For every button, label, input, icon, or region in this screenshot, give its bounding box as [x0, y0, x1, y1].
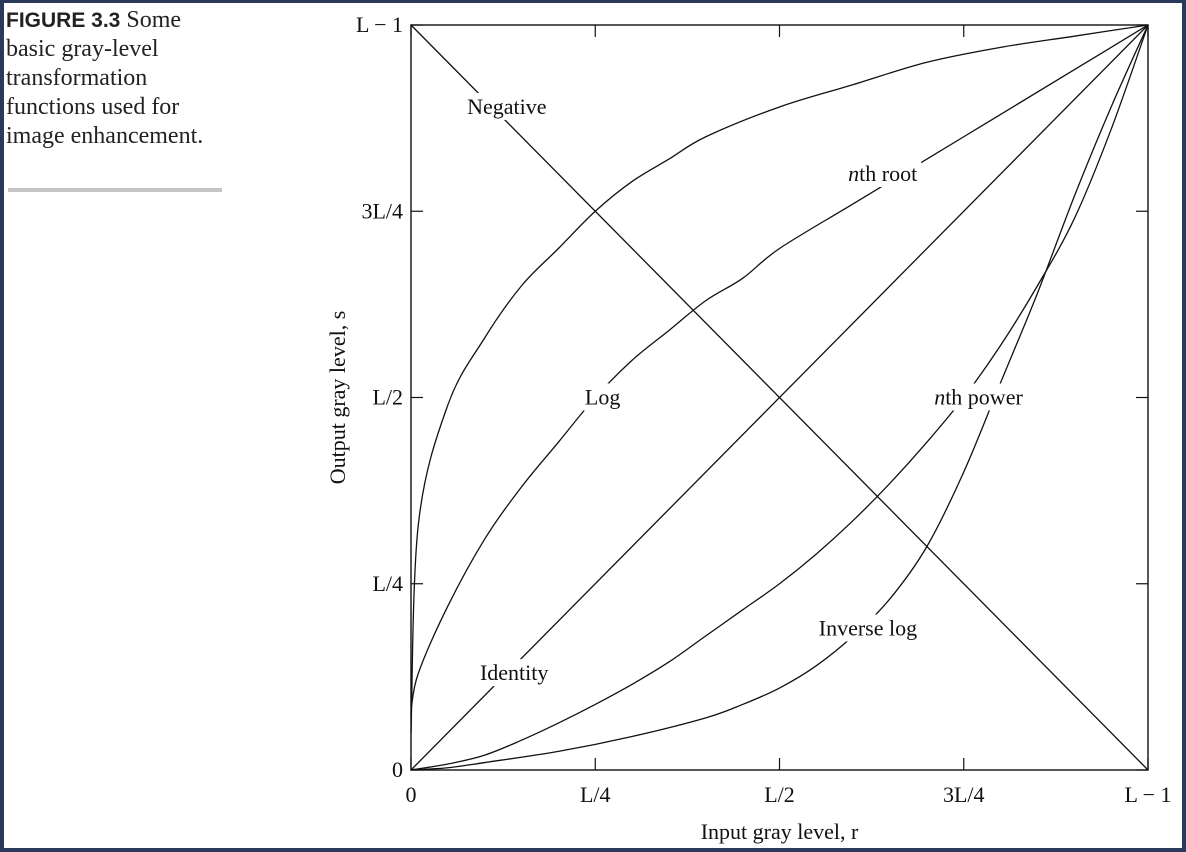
y-axis-title: Output gray level, s: [325, 311, 350, 485]
curve-label-nth-power-group: nth power: [930, 383, 1028, 411]
curve-label-log: Log: [585, 385, 620, 410]
curve-label-background: [930, 383, 1028, 411]
y-tick-label: L/2: [372, 385, 403, 410]
caption-text: Some basic gray-level transformation fun…: [6, 7, 204, 149]
y-tick-label: 0: [392, 757, 403, 782]
curve-label-nth-root-group: nth root: [844, 160, 922, 187]
figure-frame: [4, 3, 1182, 848]
curve-label-identity-group: Identity: [475, 659, 553, 687]
label-rest: th power: [945, 385, 1023, 410]
curve-label-negative-group: Negative: [463, 92, 551, 120]
x-tick-label: 3L/4: [943, 782, 985, 807]
curve-label-log-group: Log: [580, 383, 625, 411]
figure-caption: FIGURE 3.3 Some basic gray-level transfo…: [6, 6, 221, 151]
series-log: [410, 24, 1149, 733]
series-nth-power: [410, 24, 1149, 771]
caption-label: FIGURE 3.3: [6, 9, 121, 32]
curve-label-background: [463, 92, 551, 120]
curve-label-inverse-log: Inverse log: [819, 615, 917, 640]
italic-n: n: [934, 385, 945, 410]
label-rest: th root: [859, 161, 917, 186]
series-identity: [410, 24, 1149, 771]
curve-label-negative: Negative: [467, 94, 546, 119]
caption-divider: [8, 188, 222, 192]
italic-n: n: [848, 161, 859, 186]
curve-label-inverse-log-group: Inverse log: [814, 614, 922, 642]
series-nth-root: [410, 24, 1149, 711]
series-curves: [410, 24, 1149, 771]
y-tick-label: 3L/4: [361, 198, 403, 223]
y-tick-label: L − 1: [356, 12, 403, 37]
y-tick-label: L/4: [372, 571, 403, 596]
x-axis-title: Input gray level, r: [701, 819, 859, 844]
x-tick-label: L/4: [580, 782, 611, 807]
x-tick-label: L/2: [764, 782, 795, 807]
curve-label-nth-root: nth root: [848, 161, 917, 186]
curve-label-identity: Identity: [480, 660, 548, 685]
x-tick-label: L − 1: [1124, 782, 1171, 807]
x-tick-label: 0: [406, 782, 417, 807]
curve-label-background: [844, 160, 922, 187]
curve-label-background: [580, 383, 625, 411]
curve-label-background: [814, 614, 922, 642]
curve-label-nth-power: nth power: [934, 385, 1023, 410]
curve-label-background: [475, 659, 553, 687]
